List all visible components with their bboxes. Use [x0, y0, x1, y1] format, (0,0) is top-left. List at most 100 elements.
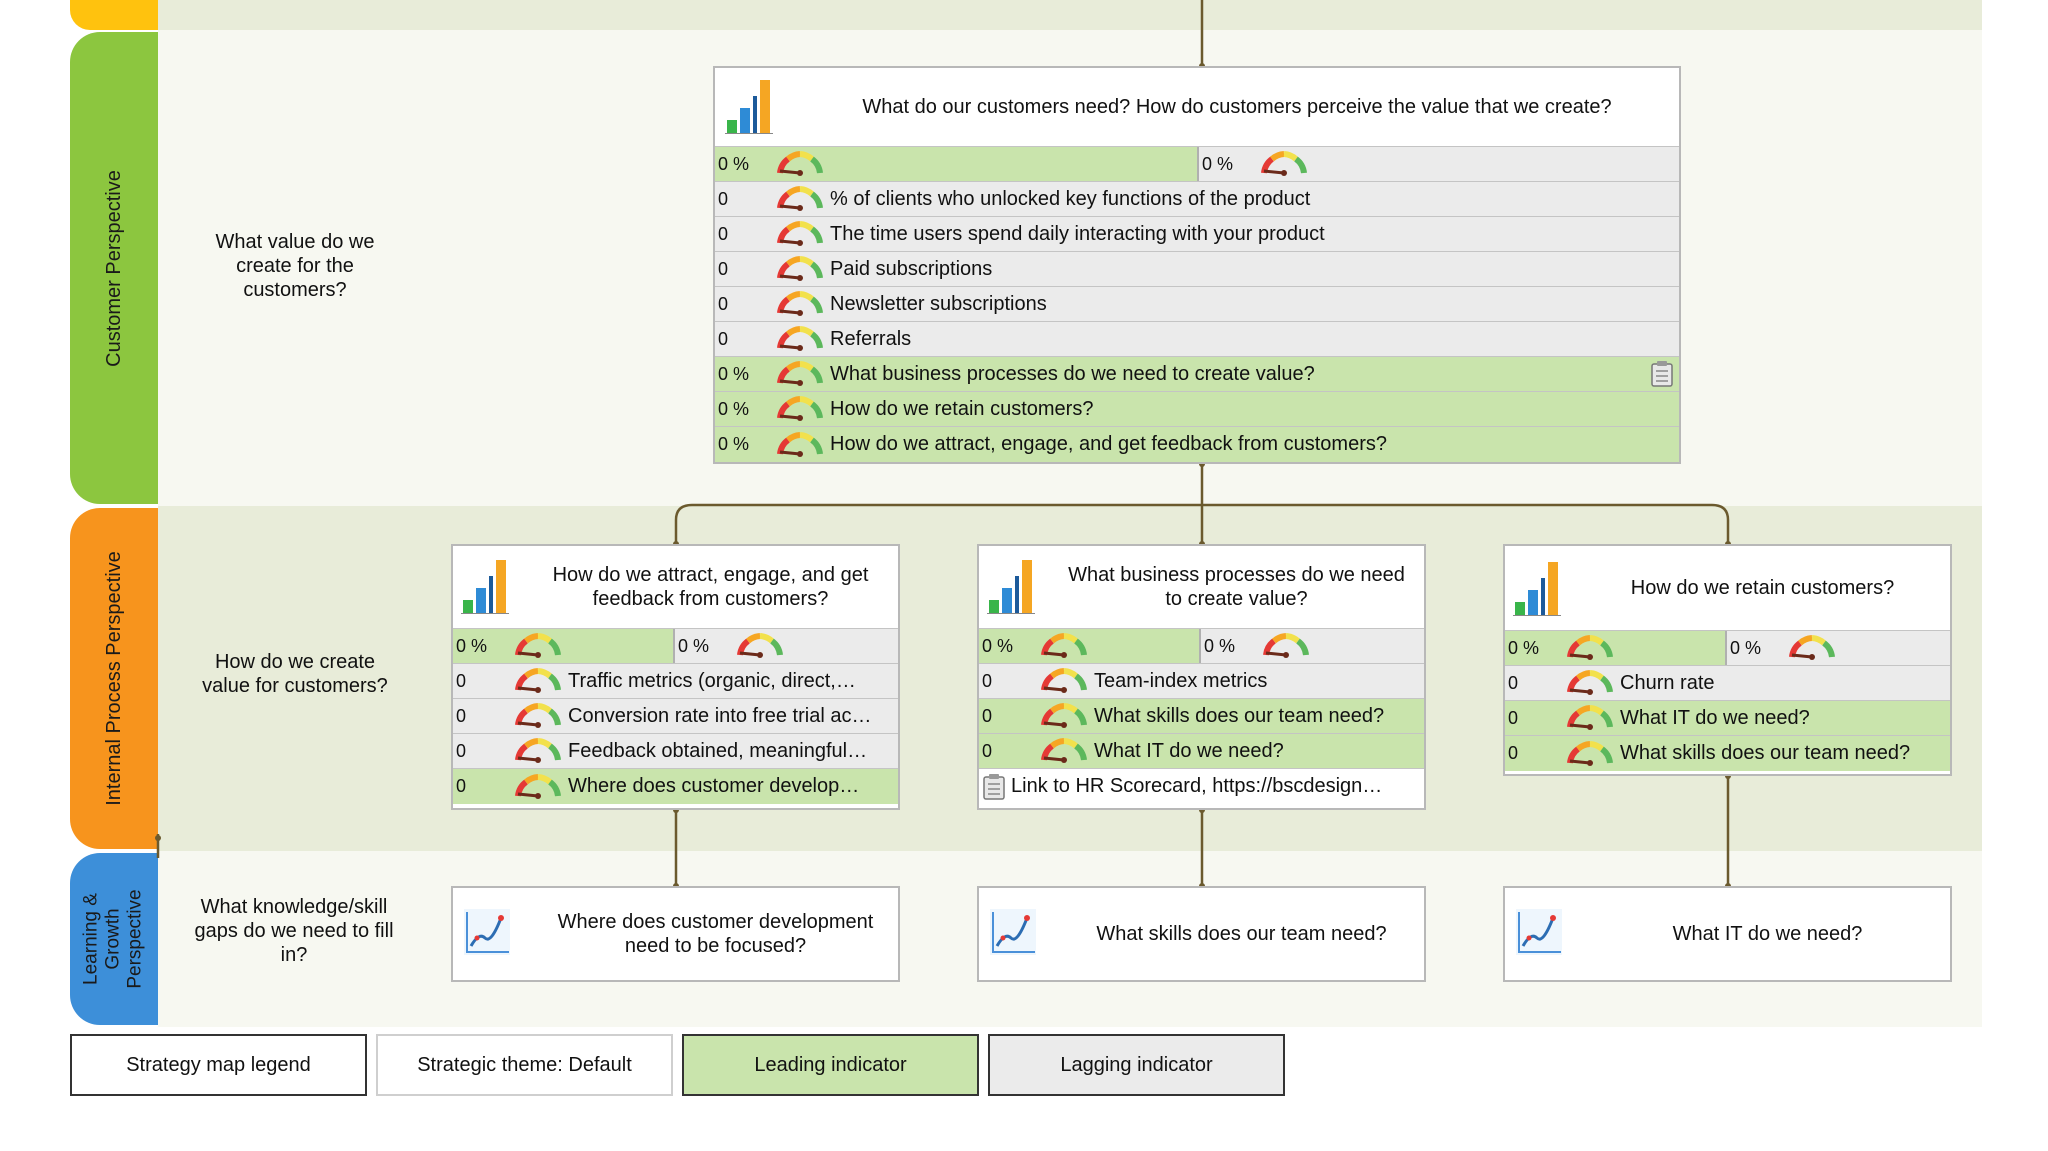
gauge-icon — [776, 151, 824, 177]
indicator-name: % of clients who unlocked key functions … — [830, 187, 1311, 210]
gauge-icon — [1566, 670, 1614, 696]
customer-question: What value do we create for the customer… — [215, 231, 375, 301]
card-title: How do we retain customers? — [1630, 577, 1895, 599]
indicator-name: Feedback obtained, meaningful… — [568, 739, 868, 762]
gauge-icon — [1788, 635, 1836, 661]
notes-icon[interactable] — [1651, 361, 1673, 387]
gauge-icon — [776, 221, 824, 247]
bar-chart-icon — [987, 558, 1035, 614]
gauge-icon — [776, 291, 824, 317]
trend-chart-icon — [463, 908, 511, 956]
indicator-row[interactable]: 0 What skills does our team need? — [979, 699, 1424, 734]
indicator-row[interactable]: 0 Referrals — [715, 322, 1679, 357]
indicator-value: 0 — [456, 670, 467, 691]
indicator-row[interactable]: 0 Feedback obtained, meaningful… — [453, 734, 898, 769]
gauge-icon — [514, 703, 562, 729]
customer-development-card[interactable]: Where does customer development need to … — [451, 886, 900, 982]
lagging-summary-value: 0 % — [1202, 153, 1234, 174]
gauge-icon — [1260, 151, 1308, 177]
leading-summary-value: 0 % — [982, 635, 1014, 656]
it-needs-card[interactable]: What IT do we need? — [1503, 886, 1952, 982]
gauge-icon — [776, 432, 824, 458]
indicator-row[interactable]: 0 % of clients who unlocked key function… — [715, 182, 1679, 217]
card-title: How do we attract, engage, and get feedb… — [552, 564, 869, 610]
indicator-name: Traffic metrics (organic, direct,… — [568, 669, 856, 692]
business-processes-card[interactable]: What business processes do we need to cr… — [977, 544, 1426, 810]
bar-chart-icon — [725, 78, 773, 134]
indicator-name: Newsletter subscriptions — [830, 292, 1047, 315]
indicator-name: Where does customer develop… — [568, 775, 860, 797]
indicator-value: 0 — [718, 258, 729, 279]
link-text[interactable]: Link to HR Scorecard, https://bscdesign… — [1011, 775, 1383, 797]
gauge-icon — [776, 326, 824, 352]
link-document-icon — [983, 774, 1005, 800]
learning-perspective-tab[interactable]: Learning & Growth Perspective — [70, 853, 158, 1025]
gauge-icon — [776, 396, 824, 422]
indicator-value: 0 — [456, 740, 467, 761]
card-title: What IT do we need? — [1672, 923, 1863, 945]
indicator-value: 0 — [1508, 743, 1519, 763]
trend-chart-icon — [1515, 908, 1563, 956]
indicator-row[interactable]: 0 What IT do we need? — [979, 734, 1424, 769]
retain-customers-card[interactable]: How do we retain customers? 0 % 0 % 0 Ch… — [1503, 544, 1952, 776]
indicator-name: What skills does our team need? — [1620, 742, 1911, 764]
indicator-name: Churn rate — [1620, 671, 1715, 694]
lagging-summary-value: 0 % — [678, 635, 710, 656]
trend-chart-icon — [989, 908, 1037, 956]
indicator-name: What IT do we need? — [1620, 706, 1810, 729]
hr-scorecard-link[interactable]: Link to HR Scorecard, https://bscdesign… — [979, 769, 1424, 804]
indicator-row[interactable]: 0 Paid subscriptions — [715, 252, 1679, 287]
indicator-value: 0 % — [718, 398, 750, 419]
indicator-row[interactable]: 0 % How do we attract, engage, and get f… — [715, 427, 1679, 462]
gauge-icon — [776, 361, 824, 387]
indicator-name: Team-index metrics — [1094, 669, 1268, 692]
indicator-value: 0 — [718, 328, 729, 349]
internal-perspective-tab[interactable]: Internal Process Perspective — [70, 508, 158, 849]
indicator-name: Conversion rate into free trial ac… — [568, 704, 872, 727]
indicator-name: How do we attract, engage, and get feedb… — [830, 433, 1387, 455]
card-title: What business processes do we need to cr… — [1068, 564, 1405, 610]
indicator-name: Paid subscriptions — [830, 257, 993, 280]
top-perspective-tab — [70, 0, 158, 30]
indicator-value: 0 — [982, 740, 993, 761]
indicator-name: Referrals — [830, 327, 912, 350]
leading-summary-value: 0 % — [456, 635, 488, 656]
internal-question: How do we create value for customers? — [202, 651, 388, 697]
card-title: Where does customer development need to … — [557, 911, 874, 957]
indicator-row[interactable]: 0 What IT do we need? — [1505, 701, 1950, 736]
internal-perspective-label: Internal Process Perspective — [102, 551, 125, 806]
indicator-value: 0 — [456, 705, 467, 726]
bar-chart-icon — [461, 558, 509, 614]
legend-lagging-indicator: Lagging indicator — [988, 1034, 1285, 1096]
indicator-row[interactable]: 0 Churn rate — [1505, 666, 1950, 701]
indicator-row[interactable]: 0 % What business processes do we need t… — [715, 357, 1679, 392]
indicator-value: 0 % — [718, 363, 750, 384]
indicator-row[interactable]: 0 Team-index metrics — [979, 664, 1424, 699]
top-lane-strip — [158, 0, 1982, 30]
customer-objective-card[interactable]: What do our customers need? How do custo… — [713, 66, 1681, 464]
gauge-icon — [1566, 705, 1614, 731]
indicator-name: How do we retain customers? — [830, 397, 1094, 420]
attract-engage-card[interactable]: How do we attract, engage, and get feedb… — [451, 544, 900, 810]
indicator-value: 0 — [718, 293, 729, 314]
indicator-value: 0 — [1508, 672, 1519, 693]
gauge-icon — [1262, 633, 1310, 659]
indicator-row[interactable]: 0 Conversion rate into free trial ac… — [453, 699, 898, 734]
indicator-row[interactable]: 0 Where does customer develop… — [453, 769, 898, 804]
indicator-name: What business processes do we need to cr… — [830, 362, 1315, 385]
gauge-icon — [1040, 703, 1088, 729]
indicator-row[interactable]: 0 The time users spend daily interacting… — [715, 217, 1679, 252]
indicator-row[interactable]: 0 Newsletter subscriptions — [715, 287, 1679, 322]
indicator-row[interactable]: 0 What skills does our team need? — [1505, 736, 1950, 771]
indicator-row[interactable]: 0 % How do we retain customers? — [715, 392, 1679, 427]
customer-perspective-tab[interactable]: Customer Perspective — [70, 32, 158, 504]
gauge-icon — [1566, 635, 1614, 661]
team-skills-card[interactable]: What skills does our team need? — [977, 886, 1426, 982]
gauge-icon — [776, 256, 824, 282]
customer-perspective-label: Customer Perspective — [102, 169, 125, 367]
leading-summary-value: 0 % — [1508, 637, 1540, 658]
indicator-row[interactable]: 0 Traffic metrics (organic, direct,… — [453, 664, 898, 699]
summary-row: 0 % 0 % — [1505, 631, 1950, 666]
lagging-summary-value: 0 % — [1204, 635, 1236, 656]
card-header: What do our customers need? How do custo… — [715, 68, 1679, 147]
